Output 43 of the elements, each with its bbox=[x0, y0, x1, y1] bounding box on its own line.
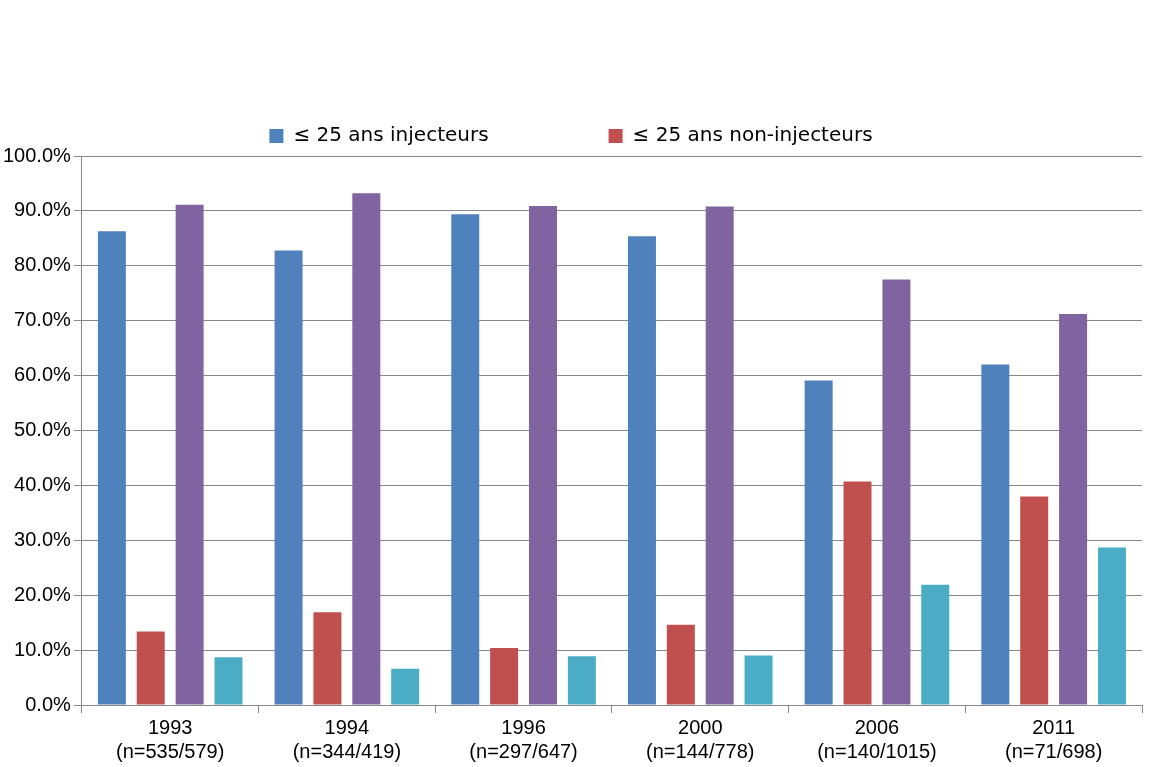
bar bbox=[274, 250, 303, 705]
legend-label: ≤ 25 ans non-injecteurs bbox=[632, 122, 873, 147]
bar bbox=[175, 204, 204, 705]
bar bbox=[214, 657, 243, 705]
y-tick-label: 90.0% bbox=[14, 198, 72, 221]
bar bbox=[451, 214, 480, 705]
x-tick-label: 1994 (n=344/419) bbox=[292, 715, 402, 762]
bar bbox=[804, 380, 833, 705]
y-tick-label: 60.0% bbox=[14, 363, 72, 386]
x-tick-label: 2000 (n=144/778) bbox=[646, 715, 755, 762]
y-tick-label: 0.0% bbox=[25, 692, 72, 715]
bar bbox=[705, 206, 734, 705]
bar bbox=[136, 631, 165, 705]
y-tick-label: 70.0% bbox=[14, 308, 72, 331]
y-tick-label: 30.0% bbox=[14, 527, 72, 550]
bar bbox=[529, 205, 557, 705]
x-tick-label: 2006 (n=140/1015) bbox=[817, 715, 937, 762]
legend-label: ≤ 25 ans injecteurs bbox=[293, 122, 489, 147]
y-tick-label: 80.0% bbox=[14, 253, 72, 276]
bar bbox=[882, 279, 911, 705]
y-tick-label: 50.0% bbox=[14, 418, 72, 441]
bar bbox=[313, 612, 342, 705]
y-tick-label: 20.0% bbox=[14, 582, 72, 605]
bar bbox=[567, 656, 596, 705]
x-tick-label: 1996 (n=297/647) bbox=[469, 715, 578, 762]
bar bbox=[843, 481, 872, 705]
x-tick-label: 1993 (n=535/579) bbox=[115, 715, 225, 762]
bar bbox=[1097, 547, 1126, 705]
bar bbox=[1020, 496, 1049, 705]
bar bbox=[352, 193, 381, 705]
y-tick-label: 100.0% bbox=[2, 143, 72, 166]
bar bbox=[744, 655, 773, 705]
bar bbox=[1059, 314, 1088, 705]
y-tick-label: 10.0% bbox=[14, 637, 72, 660]
bar bbox=[666, 624, 695, 705]
bar bbox=[921, 584, 950, 705]
bar bbox=[97, 231, 126, 705]
bar bbox=[391, 668, 420, 705]
bar bbox=[627, 236, 656, 705]
bar bbox=[490, 647, 519, 705]
bar bbox=[981, 364, 1010, 705]
x-tick-label: 2011 (n=71/698) bbox=[1005, 715, 1103, 762]
y-tick-label: 40.0% bbox=[14, 472, 72, 495]
